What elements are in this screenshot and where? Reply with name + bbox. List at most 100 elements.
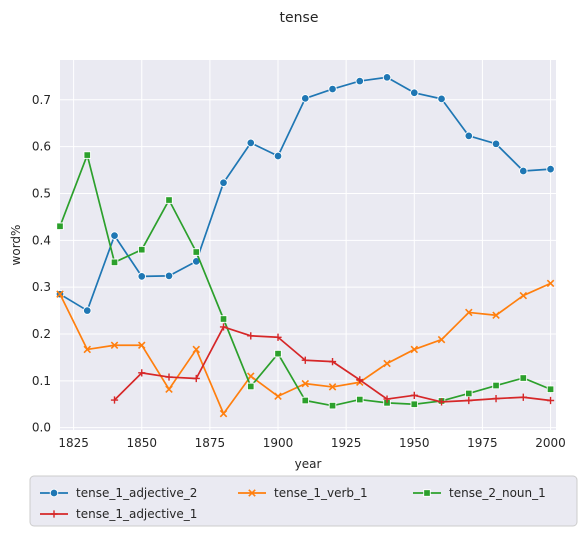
data-point (464, 131, 474, 141)
data-point (165, 385, 173, 394)
series-tense_1_verb_1 (56, 279, 555, 418)
data-point (301, 379, 310, 388)
data-point (301, 356, 309, 364)
data-point (492, 311, 500, 320)
y-tick-label: 0.3 (32, 280, 51, 294)
data-point (465, 308, 473, 317)
data-point (165, 196, 173, 204)
data-point (301, 396, 310, 405)
data-point (491, 139, 501, 149)
data-point (546, 385, 555, 394)
data-point (492, 395, 500, 403)
legend-marker (50, 510, 58, 518)
x-tick-label: 1850 (126, 436, 157, 450)
data-point (328, 383, 337, 391)
data-point (492, 381, 500, 390)
legend-label: tense_2_noun_1 (449, 486, 546, 500)
data-point (219, 315, 228, 323)
data-point (546, 396, 555, 405)
y-tick-label: 0.7 (32, 93, 51, 107)
data-point (219, 178, 228, 187)
legend-label: tense_1_verb_1 (274, 486, 368, 500)
data-point (219, 323, 228, 331)
legend-marker (423, 489, 431, 497)
data-point (437, 398, 446, 406)
x-axis-label: year (295, 457, 322, 471)
data-point (192, 345, 201, 354)
data-point (219, 409, 228, 418)
data-point (437, 94, 446, 104)
series-tense_1_adjective_2 (55, 73, 555, 315)
chart-title: tense (280, 10, 319, 26)
x-axis-ticks: 1825 1850 1875 1900 1925 1950 1975 2000 (58, 436, 565, 450)
data-point (410, 345, 419, 354)
data-point (546, 279, 555, 288)
data-point (465, 396, 473, 405)
legend-marker (248, 489, 256, 497)
legend-item: tense_2_noun_1 (413, 486, 546, 500)
data-point (247, 382, 255, 391)
data-point (83, 306, 92, 315)
legend-box (29, 475, 578, 527)
data-point (110, 396, 119, 404)
data-point (546, 164, 555, 174)
data-point (110, 231, 119, 240)
series-group (55, 73, 555, 418)
data-point (328, 401, 337, 410)
legend: tense_1_adjective_2 tense_1_verb_1 tense_2… (29, 475, 578, 527)
data-point (355, 76, 365, 86)
data-point (138, 369, 146, 377)
data-point (164, 271, 174, 281)
x-tick-label: 1975 (467, 436, 498, 450)
x-tick-label: 1900 (263, 436, 294, 450)
x-tick-label: 2000 (535, 436, 566, 450)
data-point (83, 345, 92, 354)
data-point (274, 392, 282, 401)
data-point (110, 258, 119, 267)
data-point (519, 291, 528, 300)
y-axis-ticks: 0.0 0.1 0.2 0.3 0.4 0.5 0.6 0.7 (32, 93, 51, 435)
y-tick-label: 0.0 (32, 421, 51, 435)
y-tick-label: 0.2 (32, 327, 51, 341)
legend-item: tense_1_adjective_2 (40, 486, 197, 500)
legend-label: tense_1_adjective_1 (76, 507, 197, 521)
y-tick-label: 0.5 (32, 186, 51, 200)
data-point (410, 400, 419, 408)
data-point (56, 222, 64, 231)
legend-item: tense_1_verb_1 (238, 486, 368, 500)
grid-lines (60, 60, 556, 430)
y-tick-label: 0.6 (32, 140, 51, 154)
data-point (437, 335, 446, 344)
data-point (138, 245, 146, 254)
data-point (273, 151, 283, 161)
data-point (356, 395, 364, 404)
data-point (356, 376, 364, 384)
data-point (165, 373, 173, 381)
data-point (383, 359, 391, 368)
data-point (465, 389, 473, 398)
data-point (192, 248, 201, 256)
data-point (328, 84, 337, 94)
data-point (382, 73, 392, 82)
data-point (301, 94, 310, 103)
data-point (247, 332, 255, 340)
data-point (274, 333, 282, 341)
x-tick-label: 1825 (58, 436, 89, 450)
data-point (383, 395, 391, 403)
data-point (110, 341, 119, 349)
x-tick-label: 1875 (195, 436, 226, 450)
data-point (328, 358, 337, 366)
data-point (274, 349, 282, 358)
x-tick-label: 1925 (331, 436, 362, 450)
data-point (137, 272, 147, 281)
data-point (83, 151, 92, 159)
x-tick-label: 1950 (399, 436, 430, 450)
data-point (410, 391, 418, 399)
data-point (192, 374, 200, 383)
data-point (519, 393, 527, 401)
legend-marker (49, 488, 59, 498)
data-point (56, 290, 64, 298)
legend-item: tense_1_adjective_1 (40, 507, 197, 521)
data-point (519, 374, 528, 382)
